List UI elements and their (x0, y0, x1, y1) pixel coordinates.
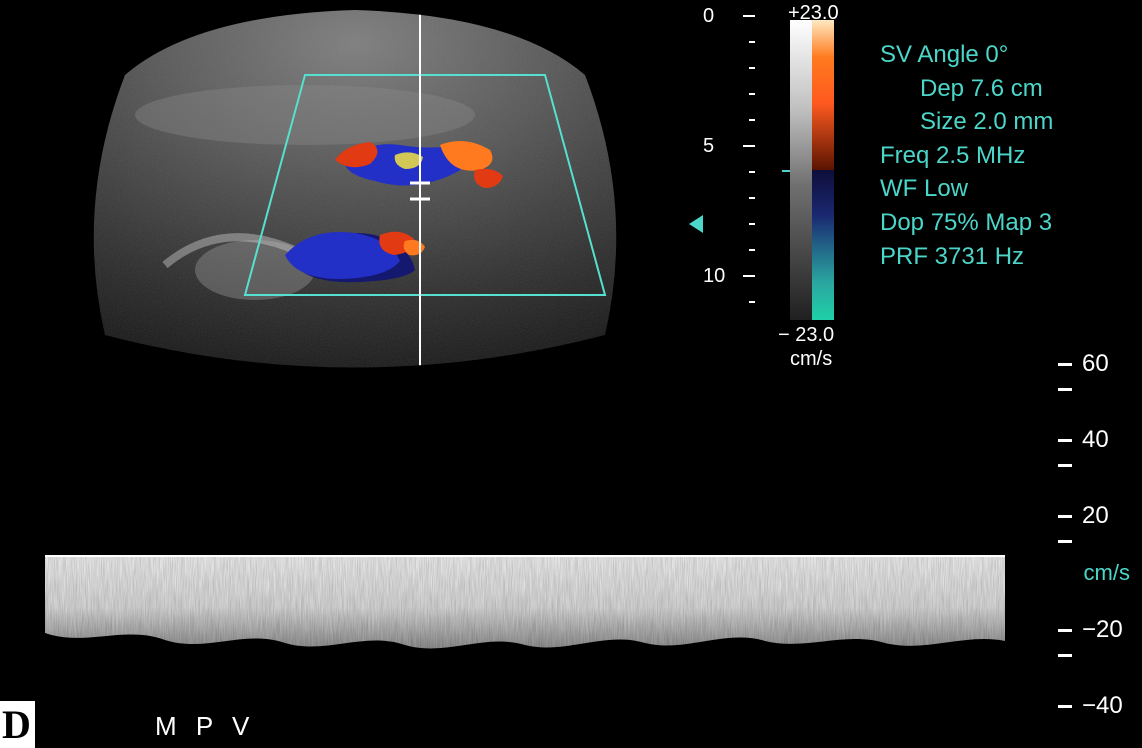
spectral-unit: cm/s (1084, 560, 1130, 586)
figure-letter: D (0, 701, 35, 748)
spectral-velocity-scale: 60 40 20 cm/s −20 −40 (1020, 350, 1130, 720)
depth-label-10: 10 (703, 265, 725, 288)
ultrasound-screenshot: 0 5 10 +23.0 − 23.0 cm/s SV (0, 0, 1142, 748)
param-size: Size 2.0 mm (880, 105, 1053, 139)
vessel-label: M P V (155, 711, 255, 742)
param-prf: PRF 3731 Hz (880, 240, 1053, 274)
bmode-svg (45, 5, 665, 385)
depth-label-5: 5 (703, 135, 714, 158)
spectral-waveform (45, 555, 1005, 715)
param-sv-angle: SV Angle 0° (880, 38, 1053, 72)
param-dop-map: Dop 75% Map 3 (880, 206, 1053, 240)
param-wf: WF Low (880, 172, 1053, 206)
param-freq: Freq 2.5 MHz (880, 139, 1053, 173)
spectral-doppler (45, 555, 1005, 715)
scan-parameters: SV Angle 0° Dep 7.6 cm Size 2.0 mm Freq … (880, 38, 1053, 273)
colorbar-bottom-label: − 23.0 (778, 324, 834, 347)
bmode-sector (45, 5, 665, 385)
colorbar-unit: cm/s (790, 348, 832, 371)
color-velocity-bar: +23.0 − 23.0 cm/s (790, 20, 840, 350)
depth-scale: 0 5 10 (695, 15, 755, 355)
depth-label-0: 0 (703, 5, 714, 28)
focus-marker-icon (689, 215, 703, 233)
param-dep: Dep 7.6 cm (880, 72, 1053, 106)
